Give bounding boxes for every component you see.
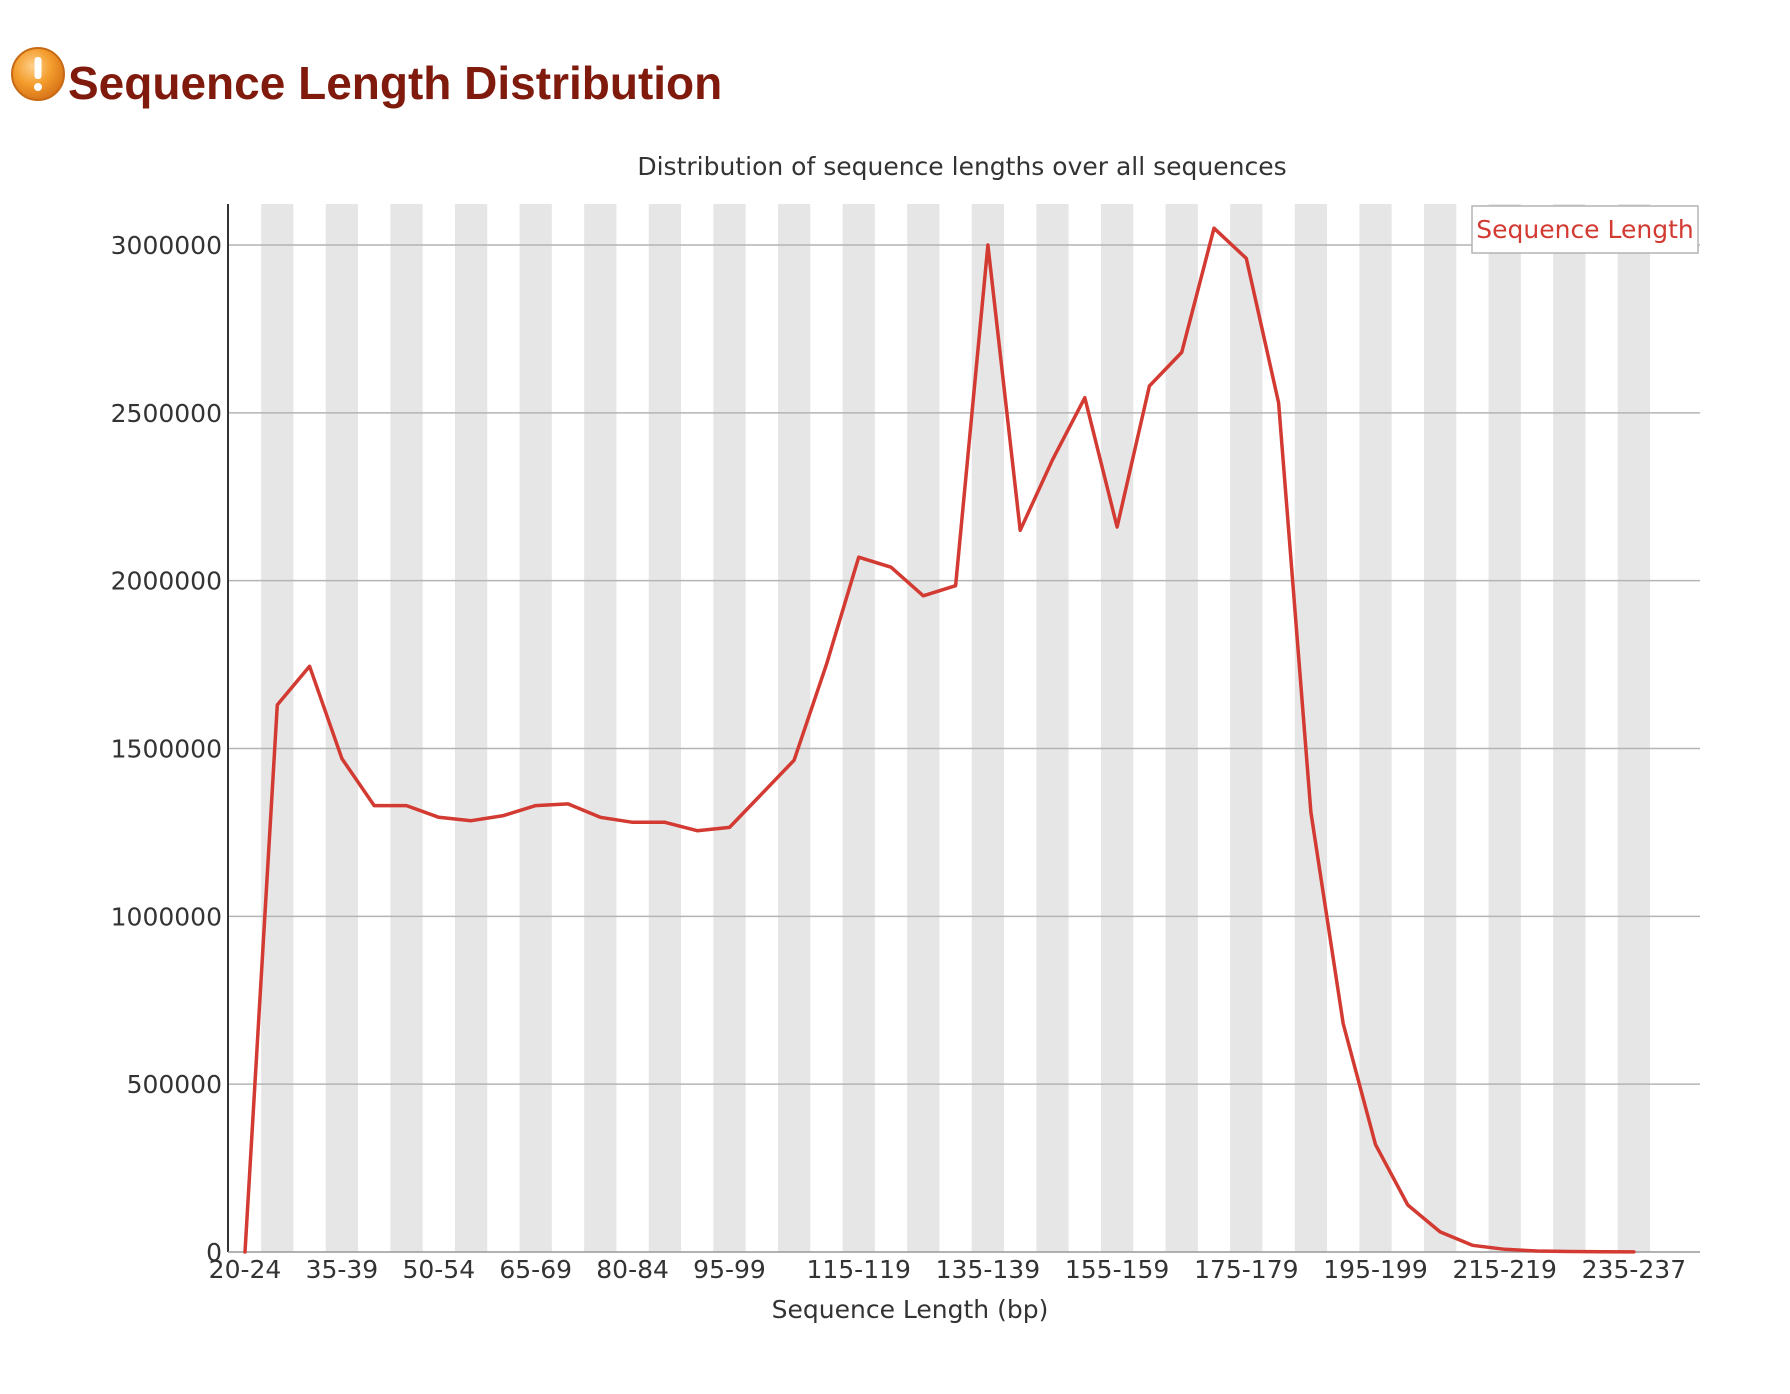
band-195-199 — [1359, 204, 1392, 1252]
axes — [227, 204, 1700, 1253]
y-tick-label: 1000000 — [111, 902, 222, 931]
chart-legend: Sequence Length — [1471, 205, 1699, 254]
y-tick-label: 2500000 — [111, 399, 222, 428]
x-tick-labels: 20-24 35-39 50-54 65-69 80-84 95-99 115-119 135… — [209, 1255, 1686, 1284]
x-tick-label: 65-69 — [499, 1255, 572, 1284]
x-tick-label: 155-159 — [1065, 1255, 1169, 1284]
series-line-sequence-length — [243, 226, 1636, 1254]
x-tick-label: 195-199 — [1323, 1255, 1427, 1284]
y-tick-label: 2000000 — [111, 567, 222, 596]
x-tick-label: 35-39 — [306, 1255, 379, 1284]
series-lines — [243, 226, 1636, 1254]
band-55-59 — [454, 204, 488, 1252]
band-115-119 — [842, 204, 875, 1252]
band-65-69 — [519, 204, 552, 1252]
legend-entry: Sequence Length — [1476, 215, 1694, 244]
band-215-219 — [1488, 204, 1521, 1252]
x-tick-label: 235-237 — [1582, 1255, 1686, 1284]
y-tick-labels: 0 500000 1000000 1500000 2000000 2500000 30000… — [111, 231, 222, 1267]
x-tick-label: 215-219 — [1452, 1255, 1556, 1284]
band-165-169 — [1165, 204, 1198, 1252]
x-tick-label: 115-119 — [806, 1255, 910, 1284]
band-175-179 — [1230, 204, 1263, 1252]
alternating-bands — [261, 204, 1651, 1252]
x-tick-label: 175-179 — [1194, 1255, 1298, 1284]
band-85-89 — [648, 204, 682, 1252]
band-155-159 — [1100, 204, 1134, 1252]
band-145-149 — [1036, 204, 1069, 1252]
page-header: Sequence Length Distribution — [10, 47, 723, 118]
x-axis-label: Sequence Length (bp) — [772, 1295, 1049, 1324]
band-125-129 — [907, 204, 940, 1252]
band-185-189 — [1294, 204, 1328, 1252]
band-235-237 — [1617, 204, 1651, 1252]
y-tick-label: 3000000 — [111, 231, 222, 260]
x-tick-label: 135-139 — [936, 1255, 1040, 1284]
band-205-209 — [1423, 204, 1457, 1252]
band-95-99 — [713, 204, 746, 1252]
x-tick-label: 50-54 — [402, 1255, 475, 1284]
grid-lines — [228, 244, 1700, 1085]
x-tick-label: 95-99 — [693, 1255, 766, 1284]
warning-icon — [11, 47, 65, 101]
x-tick-label: 80-84 — [596, 1255, 669, 1284]
x-tick-label: 20-24 — [209, 1255, 282, 1284]
sequence-length-chart: 0 500000 1000000 1500000 2000000 2500000 30000… — [111, 152, 1700, 1324]
page-title: Sequence Length Distribution — [68, 57, 723, 109]
y-tick-label: 1500000 — [111, 735, 222, 764]
y-tick-label: 0 — [206, 1238, 222, 1267]
band-225-229 — [1553, 204, 1586, 1252]
legend-box — [1471, 205, 1699, 254]
band-45-49 — [390, 204, 423, 1252]
chart-title: Distribution of sequence lengths over al… — [637, 152, 1286, 181]
y-tick-label: 500000 — [127, 1070, 222, 1099]
band-135-139 — [971, 204, 1005, 1252]
band-75-79 — [584, 204, 617, 1252]
